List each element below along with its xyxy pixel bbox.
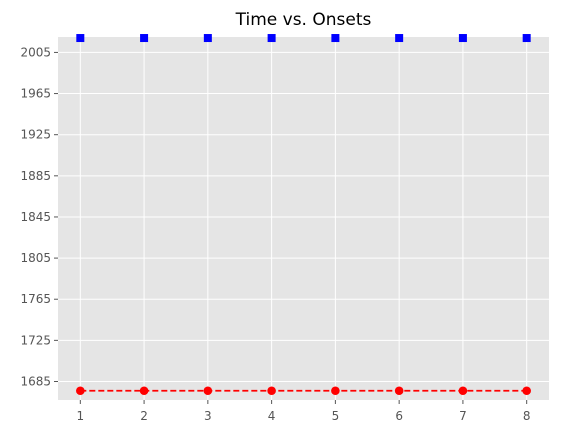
data-point-square [140,34,149,43]
data-point-square [203,34,212,43]
y-tick-label: 1845 [20,210,51,224]
x-axis: 1 2 3 4 5 6 7 8 [76,400,531,423]
series-0 [76,34,531,43]
data-point-square [522,34,531,43]
x-tick-label: 7 [459,409,467,423]
y-tick-label: 1765 [20,292,51,306]
data-point-circle [203,386,213,396]
y-axis: 1685 1725 1765 1805 1845 1885 1925 1965 2005 [20,45,58,388]
data-point-circle [394,386,404,396]
x-tick-label: 3 [204,409,212,423]
data-point-square [331,34,340,43]
y-tick-label: 1725 [20,333,51,347]
data-point-square [458,34,467,43]
grid-lines [58,37,549,400]
data-point-square [267,34,276,43]
series-layer [76,34,531,396]
x-tick-label: 6 [395,409,403,423]
series-1 [76,386,531,396]
data-point-circle [331,386,340,396]
data-point-square [76,34,85,43]
x-tick-label: 1 [76,409,84,423]
data-point-square [395,34,404,43]
data-point-circle [458,386,468,396]
data-point-circle [76,386,85,396]
y-tick-label: 1805 [20,251,51,265]
x-tick-label: 2 [140,409,148,423]
y-tick-label: 1925 [20,128,51,142]
plot-area [58,37,549,400]
data-point-circle [522,386,531,396]
chart-title: Time vs. Onsets [235,10,372,30]
y-tick-label: 1965 [20,87,51,101]
x-tick-label: 5 [332,409,340,423]
x-tick-label: 8 [523,409,531,423]
y-tick-label: 1885 [20,169,51,183]
y-tick-label: 2005 [20,45,51,59]
data-point-circle [267,386,276,396]
data-point-circle [139,386,149,396]
x-tick-label: 4 [268,409,276,423]
y-tick-label: 1685 [20,374,51,388]
